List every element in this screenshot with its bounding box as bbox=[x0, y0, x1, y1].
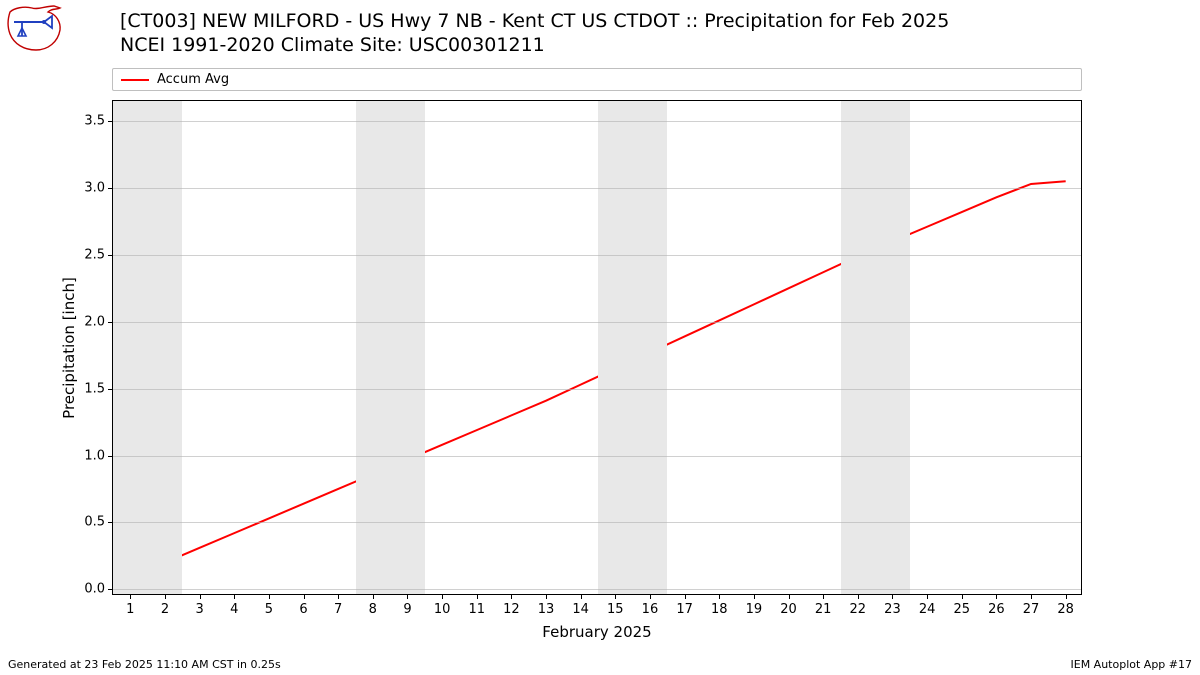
x-tick-label: 24 bbox=[919, 594, 936, 617]
x-tick-label: 23 bbox=[884, 594, 901, 617]
x-tick-label: 2 bbox=[161, 594, 169, 617]
x-tick-label: 4 bbox=[230, 594, 238, 617]
x-tick-label: 20 bbox=[780, 594, 797, 617]
y-tick-label: 3.5 bbox=[84, 114, 113, 129]
gridline bbox=[113, 322, 1081, 323]
x-tick-label: 14 bbox=[572, 594, 589, 617]
x-tick-label: 25 bbox=[953, 594, 970, 617]
gridline bbox=[113, 589, 1081, 590]
gridline bbox=[113, 121, 1081, 122]
gridline bbox=[113, 456, 1081, 457]
x-tick-label: 21 bbox=[815, 594, 832, 617]
x-tick-label: 3 bbox=[195, 594, 203, 617]
x-tick-label: 8 bbox=[369, 594, 377, 617]
legend-swatch bbox=[121, 79, 149, 81]
x-tick-label: 17 bbox=[676, 594, 693, 617]
chart-container: [CT003] NEW MILFORD - US Hwy 7 NB - Kent… bbox=[0, 0, 1200, 675]
weekend-band bbox=[598, 101, 667, 594]
y-tick-label: 0.0 bbox=[84, 582, 113, 597]
x-tick-label: 1 bbox=[126, 594, 134, 617]
x-tick-label: 9 bbox=[403, 594, 411, 617]
x-axis-label: February 2025 bbox=[542, 623, 651, 641]
title-line-2: NCEI 1991-2020 Climate Site: USC00301211 bbox=[120, 34, 1180, 58]
y-tick-label: 0.5 bbox=[84, 515, 113, 530]
weekend-band bbox=[841, 101, 910, 594]
y-tick-label: 3.0 bbox=[84, 180, 113, 195]
legend: Accum Avg bbox=[112, 68, 1082, 91]
x-tick-label: 22 bbox=[850, 594, 867, 617]
x-tick-label: 28 bbox=[1057, 594, 1074, 617]
x-tick-label: 12 bbox=[503, 594, 520, 617]
plot-area: 0.00.51.01.52.02.53.03.51234567891011121… bbox=[112, 100, 1082, 595]
y-tick-label: 1.5 bbox=[84, 381, 113, 396]
y-tick-label: 2.5 bbox=[84, 247, 113, 262]
title-line-1: [CT003] NEW MILFORD - US Hwy 7 NB - Kent… bbox=[120, 10, 1180, 34]
x-tick-label: 7 bbox=[334, 594, 342, 617]
x-tick-label: 6 bbox=[299, 594, 307, 617]
x-tick-label: 16 bbox=[642, 594, 659, 617]
gridline bbox=[113, 188, 1081, 189]
x-tick-label: 26 bbox=[988, 594, 1005, 617]
x-tick-label: 5 bbox=[265, 594, 273, 617]
x-tick-label: 19 bbox=[746, 594, 763, 617]
x-tick-label: 11 bbox=[468, 594, 485, 617]
x-tick-label: 18 bbox=[711, 594, 728, 617]
x-tick-label: 27 bbox=[1023, 594, 1040, 617]
x-tick-label: 13 bbox=[538, 594, 555, 617]
weekend-band bbox=[356, 101, 425, 594]
y-tick-label: 2.0 bbox=[84, 314, 113, 329]
chart-title: [CT003] NEW MILFORD - US Hwy 7 NB - Kent… bbox=[120, 10, 1180, 58]
x-tick-label: 15 bbox=[607, 594, 624, 617]
gridline bbox=[113, 255, 1081, 256]
weekend-band bbox=[113, 101, 182, 594]
y-axis-label: Precipitation [inch] bbox=[60, 277, 78, 419]
footer-generated: Generated at 23 Feb 2025 11:10 AM CST in… bbox=[8, 658, 281, 671]
y-tick-label: 1.0 bbox=[84, 448, 113, 463]
gridline bbox=[113, 389, 1081, 390]
footer-appid: IEM Autoplot App #17 bbox=[1071, 658, 1193, 671]
gridline bbox=[113, 522, 1081, 523]
x-tick-label: 10 bbox=[434, 594, 451, 617]
legend-label: Accum Avg bbox=[157, 72, 229, 87]
iem-logo bbox=[4, 4, 64, 54]
